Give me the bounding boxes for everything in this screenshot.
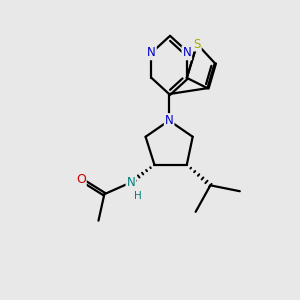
- Text: S: S: [194, 38, 201, 50]
- Text: H: H: [134, 190, 142, 201]
- Text: O: O: [76, 173, 86, 186]
- Text: N: N: [182, 46, 191, 59]
- Text: N: N: [165, 114, 173, 127]
- Text: N: N: [127, 176, 135, 189]
- Text: N: N: [147, 46, 156, 59]
